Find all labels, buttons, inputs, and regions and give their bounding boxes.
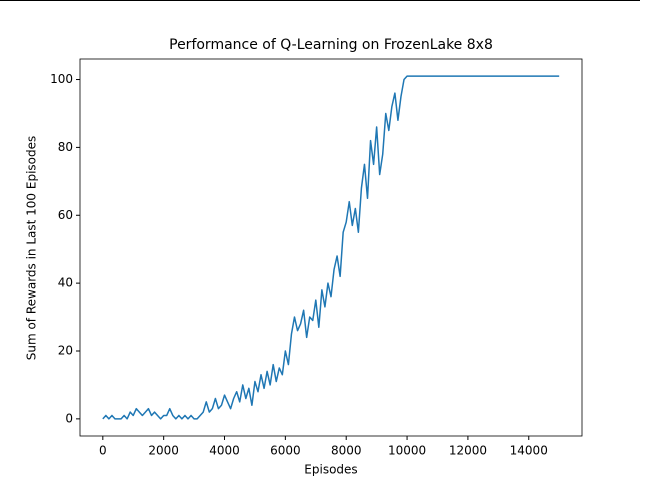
x-tick-label: 0: [99, 444, 107, 458]
y-tick-label: 20: [58, 343, 73, 357]
x-tick-label: 6000: [270, 444, 301, 458]
x-tick-label: 14000: [510, 444, 548, 458]
x-tick-label: 4000: [209, 444, 240, 458]
y-tick-label: 80: [58, 140, 73, 154]
y-tick-label: 40: [58, 276, 73, 290]
x-tick-label: 10000: [388, 444, 426, 458]
x-tick-label: 12000: [449, 444, 487, 458]
x-axis-label: Episodes: [304, 463, 357, 477]
x-tick-label: 8000: [331, 444, 362, 458]
y-tick-label: 60: [58, 208, 73, 222]
plot-frame: [79, 58, 583, 437]
y-tick-label: 100: [50, 72, 73, 86]
chart-title: Performance of Q-Learning on FrozenLake …: [169, 37, 493, 53]
line-series: [102, 75, 560, 420]
y-axis-label: Sum of Rewards in Last 100 Episodes: [25, 136, 39, 361]
y-tick-label: 0: [65, 411, 73, 425]
x-tick-label: 2000: [148, 444, 179, 458]
